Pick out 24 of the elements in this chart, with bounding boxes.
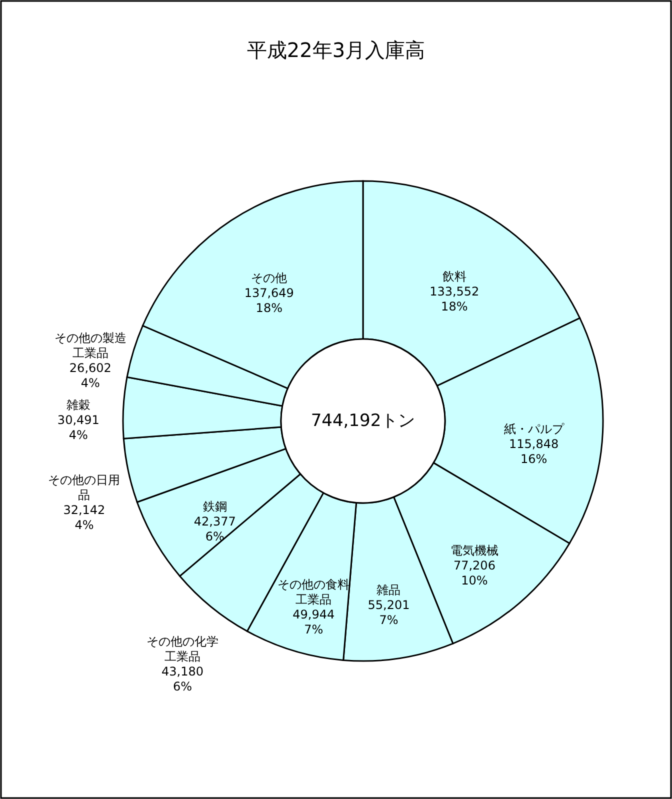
data-label: 32,142 4% — [63, 503, 106, 532]
data-label: 137,649 18% — [244, 286, 294, 316]
data-label: 49,944 7% — [292, 608, 335, 637]
slice-label: その他の食料工業品 — [278, 578, 350, 607]
data-label: 115,848 16% — [509, 436, 559, 466]
chart-title: 平成22年3月入庫高 — [246, 38, 426, 62]
data-label: 42,377 6% — [194, 514, 236, 544]
slice-label: 電気機械 — [450, 544, 498, 558]
slice-label: 雑穀 — [66, 398, 90, 412]
slice-label: 紙・パルプ — [504, 422, 565, 436]
data-label: 43,180 6% — [161, 664, 204, 694]
data-label: 77,206 10% — [453, 558, 496, 588]
data-label: 30,491 4% — [57, 413, 100, 442]
slice-label: その他 — [251, 271, 288, 286]
slice-label: 鉄鋼 — [202, 500, 227, 514]
slice-label: その他の製造工業品 — [54, 330, 126, 360]
data-label: 133,552 18% — [430, 284, 480, 314]
slice-label: 雑品 — [376, 583, 401, 598]
data-label: 55,201 7% — [368, 598, 410, 628]
slice-label: その他の日用品 — [48, 473, 120, 502]
data-label: 26,602 4% — [69, 360, 112, 390]
slice-label: 飲料 — [442, 269, 466, 284]
text: 744,192トン — [310, 411, 416, 431]
slice-label: その他の化学工業品 — [146, 634, 218, 664]
